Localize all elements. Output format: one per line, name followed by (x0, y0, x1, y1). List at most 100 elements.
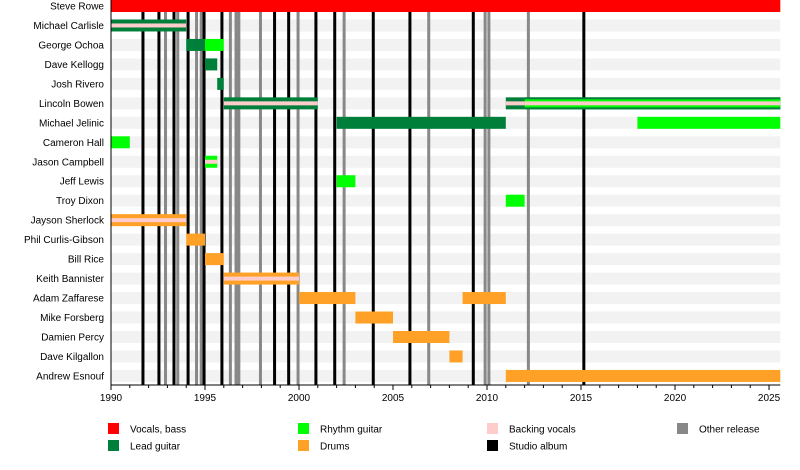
x-tick-label: 1995 (194, 393, 217, 404)
backing-vocals-stripe (524, 101, 781, 106)
member-bar (205, 38, 224, 51)
member-bar (449, 350, 463, 363)
backing-vocals-stripe (111, 218, 187, 223)
other-release-line (164, 0, 168, 385)
member-label: George Ochoa (38, 40, 104, 51)
row-background (111, 194, 781, 207)
x-tick-label: 2020 (664, 393, 687, 404)
member-label: Bill Rice (68, 255, 105, 266)
member-label: Jeff Lewis (60, 177, 104, 188)
member-bar (186, 38, 206, 51)
member-bar (637, 116, 781, 129)
member-label: Jason Campbell (32, 157, 104, 168)
row-background (111, 214, 781, 227)
row-background (111, 233, 781, 246)
x-tick-label: 2015 (570, 393, 593, 404)
row-background (111, 311, 781, 324)
studio-album-line (220, 0, 224, 385)
other-release-line (526, 0, 530, 385)
member-label: Lincoln Bowen (39, 99, 104, 110)
studio-album-line (202, 0, 206, 385)
backing-vocals-stripe (223, 276, 300, 281)
member-bar (111, 0, 781, 12)
legend-label: Studio album (509, 442, 567, 453)
legend-label: Other release (699, 425, 760, 436)
legend-swatch (677, 423, 688, 434)
member-label: Cameron Hall (43, 138, 104, 149)
other-release-line (427, 0, 431, 385)
other-release-line (296, 0, 300, 385)
member-bar (505, 369, 781, 382)
backing-vocals-stripe (111, 23, 187, 28)
studio-album-line (408, 0, 412, 385)
legend-swatch (108, 423, 119, 434)
row-background (111, 19, 781, 32)
member-label: Phil Curlis-Gibson (24, 235, 104, 246)
member-bar (186, 233, 206, 246)
member-label: Michael Carlisle (33, 21, 104, 32)
studio-album-line (172, 0, 176, 385)
studio-album-line (273, 0, 277, 385)
member-bar (299, 292, 356, 305)
studio-album-line (333, 0, 337, 385)
backing-vocals-stripe (223, 101, 318, 106)
legend-swatch (298, 423, 309, 434)
member-label: Dave Kilgallon (40, 352, 104, 363)
other-release-line (342, 0, 346, 385)
x-tick-label: 1990 (100, 393, 123, 404)
studio-album-line (314, 0, 318, 385)
member-bar (462, 292, 506, 305)
other-release-line (228, 0, 232, 385)
other-release-line (258, 0, 262, 385)
studio-album-line (157, 0, 161, 385)
legend-label: Vocals, bass (130, 425, 186, 436)
other-release-line (483, 0, 487, 385)
backing-vocals-stripe (205, 159, 218, 164)
studio-album-line (186, 0, 190, 385)
legend-label: Rhythm guitar (320, 425, 383, 436)
x-tick-label: 2000 (288, 393, 311, 404)
row-background (111, 292, 781, 305)
legend-label: Backing vocals (509, 425, 576, 436)
legend-label: Drums (320, 442, 349, 453)
member-label: Andrew Esnouf (36, 371, 104, 382)
member-bar (205, 253, 224, 266)
other-release-line (176, 0, 180, 385)
member-label: Jayson Sherlock (31, 216, 105, 227)
row-background (111, 38, 781, 51)
member-label: Mike Forsberg (40, 313, 104, 324)
member-label: Steve Rowe (50, 2, 104, 13)
x-tick-label: 2005 (382, 393, 405, 404)
member-label: Dave Kellogg (45, 60, 104, 71)
row-background (111, 175, 781, 188)
member-bar (505, 194, 525, 207)
row-background (111, 58, 781, 71)
legend-swatch (108, 440, 119, 451)
row-background (111, 253, 781, 266)
member-bar (111, 136, 130, 149)
legend-swatch (298, 440, 309, 451)
member-bar (336, 175, 356, 188)
row-background (111, 272, 781, 285)
row-background (111, 136, 781, 149)
member-bar (205, 58, 218, 71)
other-release-line (234, 0, 238, 385)
studio-album-line (471, 0, 475, 385)
legend-swatch (487, 423, 498, 434)
member-bar (355, 311, 394, 324)
other-release-line (237, 0, 241, 385)
member-label: Adam Zaffarese (33, 294, 104, 305)
studio-album-line (371, 0, 375, 385)
member-bar (393, 330, 450, 343)
member-bar (336, 116, 506, 129)
other-release-line (199, 0, 203, 385)
row-background (111, 77, 781, 90)
row-background (111, 350, 781, 363)
member-label: Damien Percy (41, 332, 104, 343)
studio-album-line (141, 0, 145, 385)
member-label: Josh Rivero (51, 79, 104, 90)
other-release-line (487, 0, 491, 385)
member-label: Keith Bannister (36, 274, 104, 285)
x-tick-label: 2025 (758, 393, 781, 404)
